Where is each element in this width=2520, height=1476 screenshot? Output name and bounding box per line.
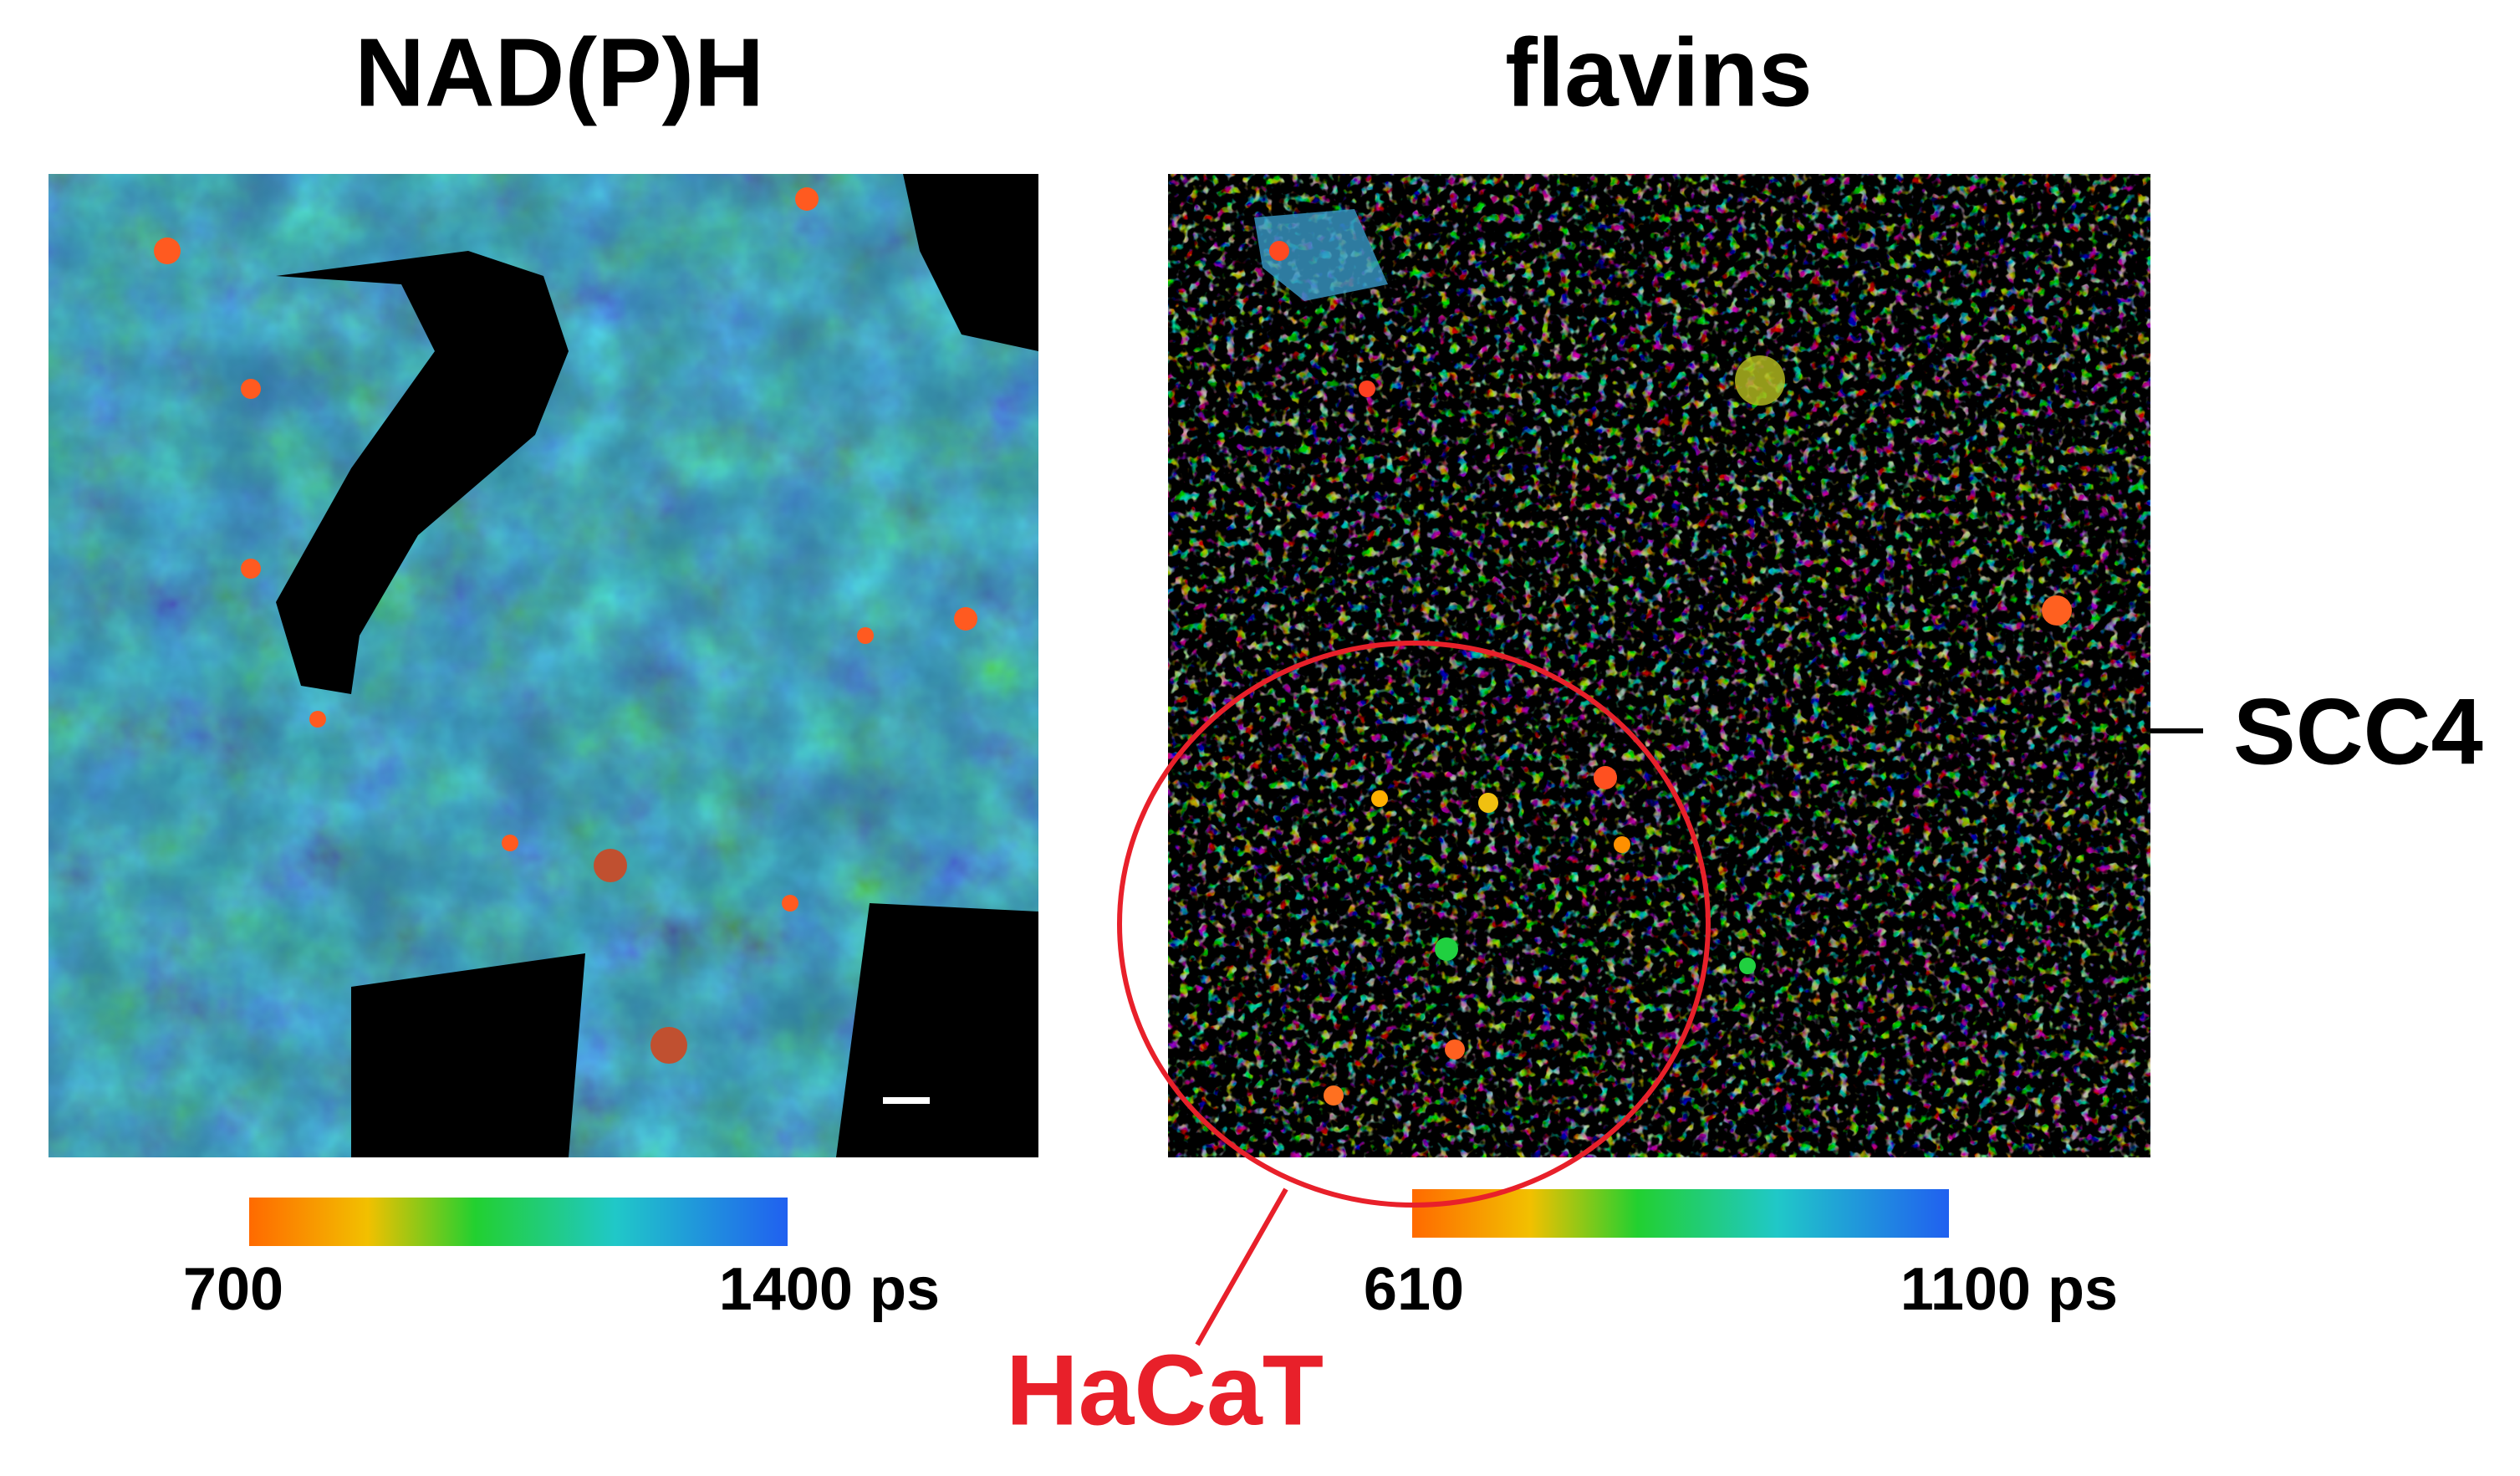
panel-title: flavins — [1505, 18, 1812, 127]
dark-region — [903, 174, 1038, 351]
colorbar-min-label: 700 — [183, 1256, 283, 1323]
dark-region — [836, 903, 1038, 1157]
colorbar-max-label: 1100 ps — [1900, 1256, 2118, 1323]
microscopy-image — [1168, 174, 2150, 1157]
dark-region — [276, 251, 569, 694]
colorbar-min-label: 610 — [1364, 1256, 1464, 1323]
colorbar-max-label: 1400 ps — [719, 1256, 940, 1323]
colorbar — [1412, 1189, 1949, 1238]
dark-region — [351, 953, 585, 1157]
annotation-label: SCC4 — [2233, 680, 2483, 784]
hotspots — [154, 187, 977, 1064]
cell-region — [1254, 209, 1388, 301]
annotation-label: HaCaT — [1006, 1335, 1324, 1447]
panel-title: NAD(P)H — [355, 18, 764, 127]
hotspots — [1269, 241, 2072, 1106]
microscopy-image — [48, 174, 1038, 1157]
highlight-circle — [1117, 641, 1711, 1208]
colorbar — [249, 1198, 788, 1246]
image-texture — [1168, 174, 2150, 1157]
pointer-line — [1195, 1187, 1288, 1346]
